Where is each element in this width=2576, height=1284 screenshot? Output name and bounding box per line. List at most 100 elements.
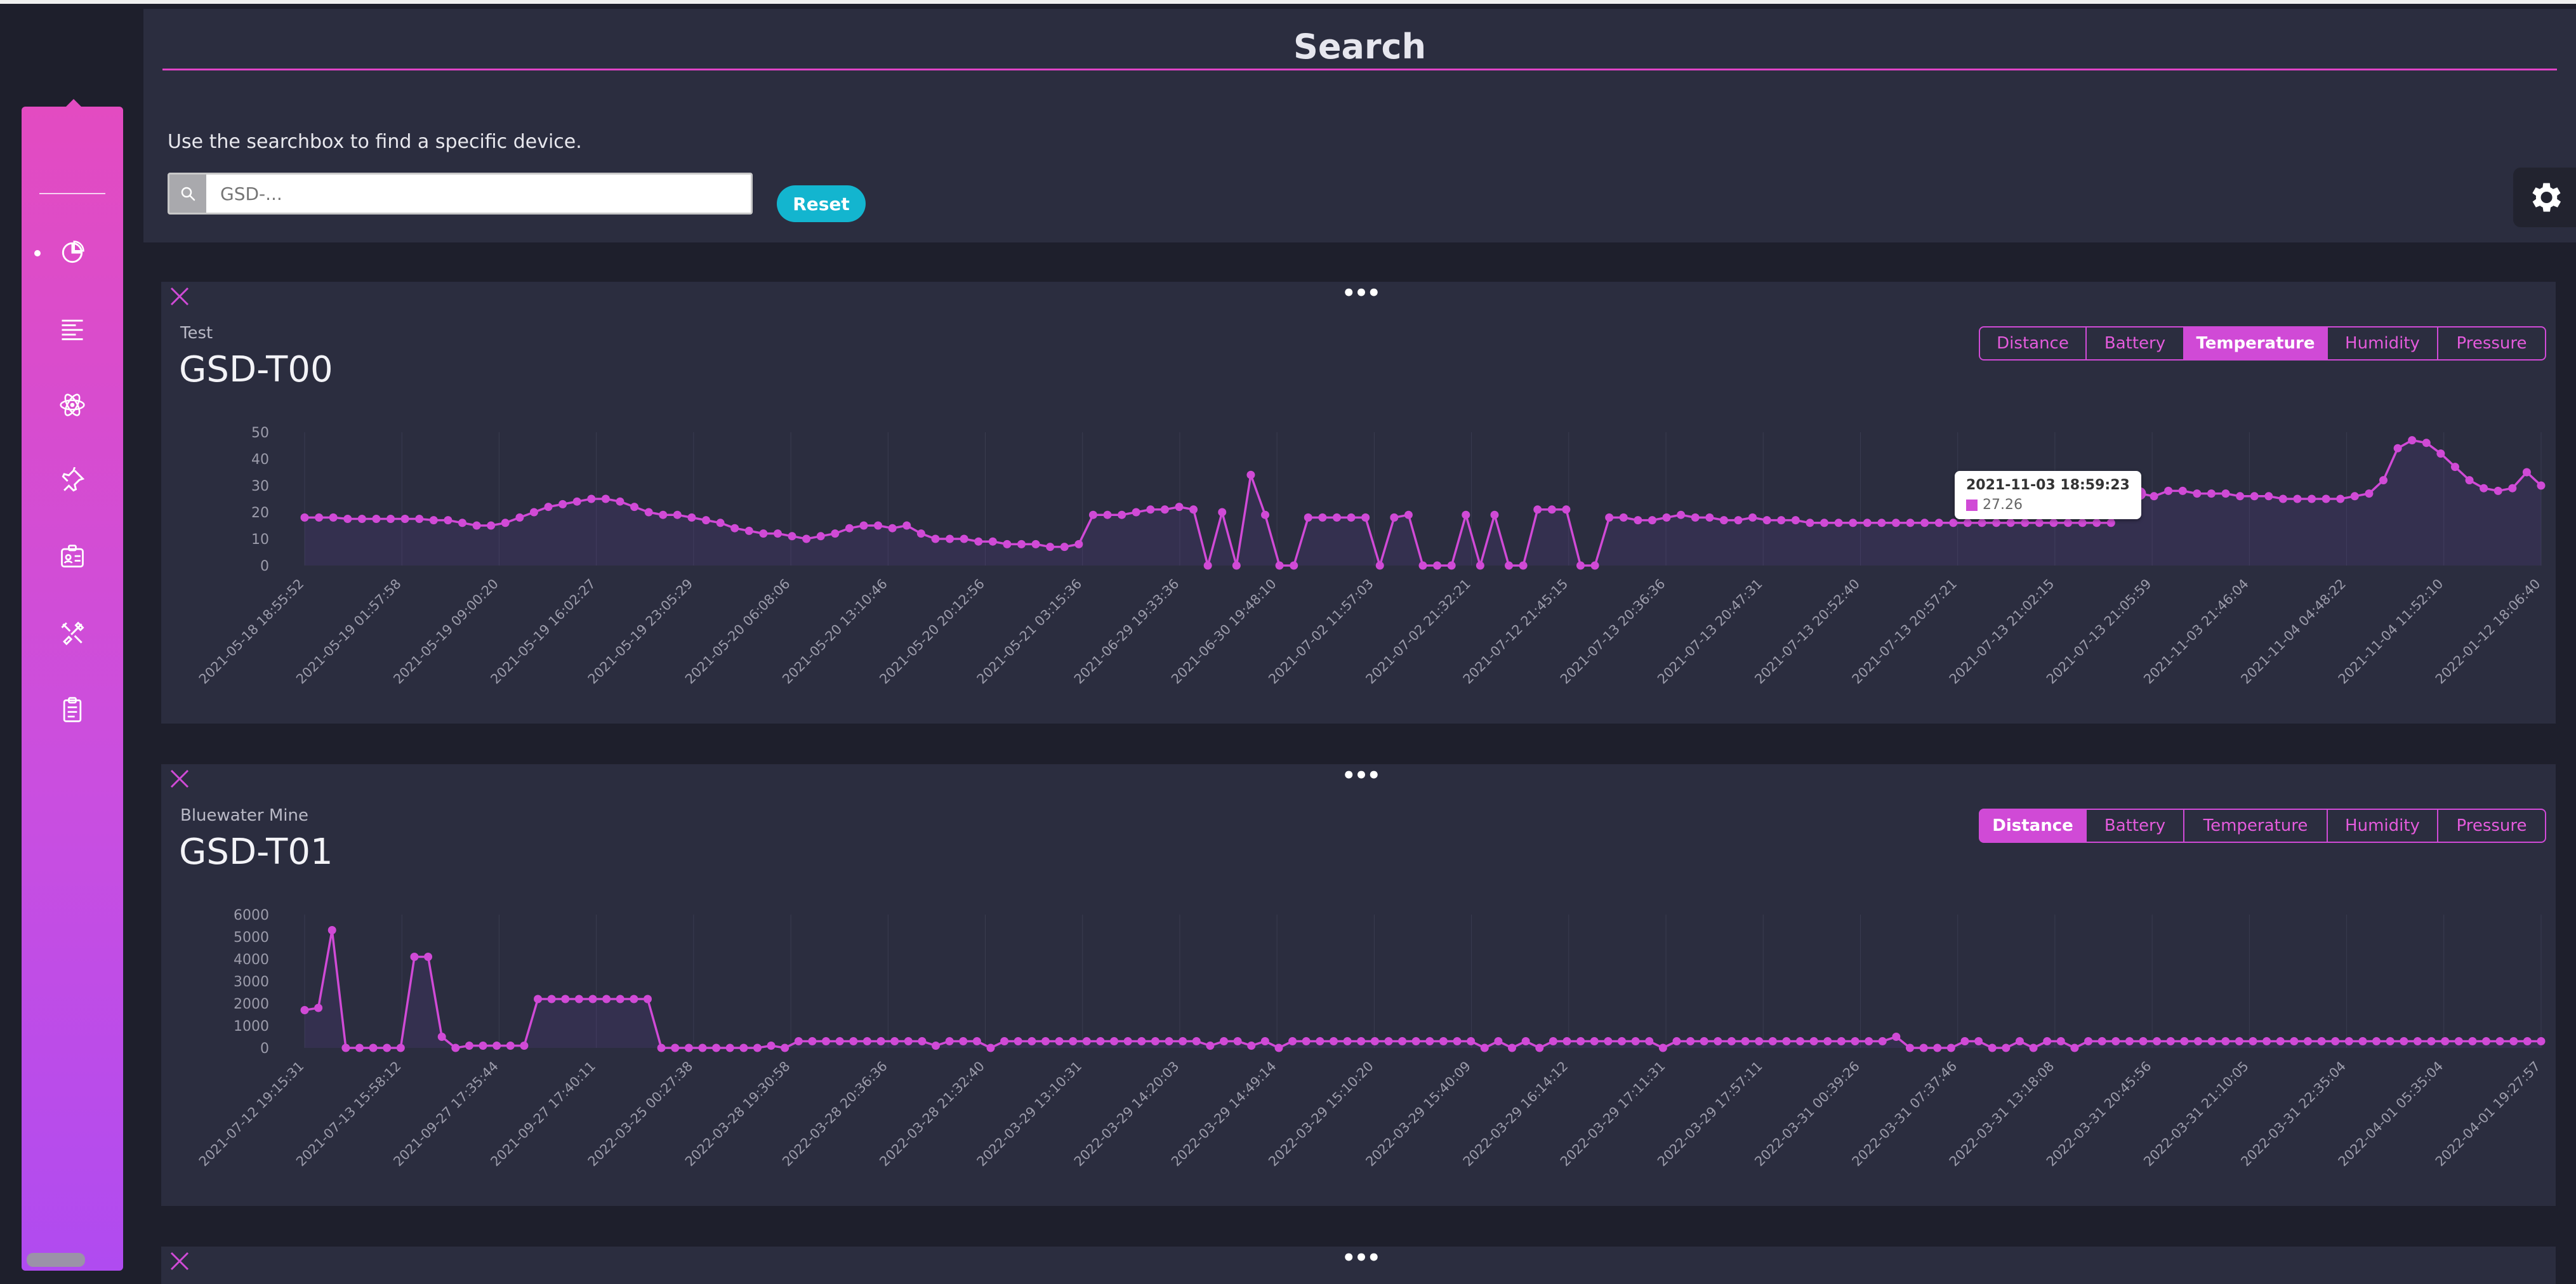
data-point [1919,1043,1928,1052]
y-tick-label: 40 [251,452,269,468]
sidebar-item-align-left[interactable] [22,303,123,354]
data-point [902,521,911,530]
data-point [2495,1037,2504,1045]
search-input[interactable] [206,175,751,213]
sidebar-item-id-badge[interactable] [22,532,123,583]
data-point [2336,494,2345,503]
active-indicator [34,250,41,256]
data-point [1508,1043,1517,1052]
y-tick-label: 2000 [234,996,269,1012]
tab-temperature[interactable]: Temperature [2183,326,2328,361]
data-point [1877,519,1886,527]
close-icon[interactable] [165,765,190,791]
sidebar-scrollbar[interactable] [27,1253,85,1267]
data-point [816,532,825,541]
data-point [465,1042,473,1050]
data-point [986,1043,995,1052]
data-point [1686,1037,1695,1045]
sidebar-item-clipboard[interactable] [22,684,123,735]
more-options-icon[interactable]: ••• [1342,1245,1380,1271]
close-icon[interactable] [165,1248,190,1273]
data-point [2125,1037,2134,1045]
data-point [2365,489,2374,498]
data-point [1384,1037,1393,1045]
tooltip-swatch [1966,499,1978,511]
data-point [2317,1037,2326,1045]
sidebar-item-pin[interactable] [22,456,123,506]
data-point [1232,561,1241,570]
data-point [357,515,366,523]
y-tick-label: 0 [260,559,269,574]
data-point [2092,519,2101,527]
data-point [487,521,496,530]
data-point [315,513,324,522]
sidebar-item-atom[interactable] [22,380,123,430]
x-tick-label: 2022-03-31 20:45:56 [2044,1059,2155,1170]
tab-distance[interactable]: Distance [1979,326,2087,361]
tab-temperature[interactable]: Temperature [2183,809,2328,843]
x-tick-label: 2022-03-31 22:35:04 [2238,1059,2349,1170]
reset-button[interactable]: Reset [777,185,866,222]
data-point [2393,444,2402,453]
series-area [305,440,2541,566]
data-point [574,995,583,1003]
data-point [1691,513,1700,522]
settings-button[interactable] [2513,168,2576,227]
data-point [1777,516,1786,525]
data-point [520,1042,529,1050]
data-point [1453,1037,1462,1045]
data-point [410,953,419,961]
data-point [744,526,753,535]
data-point [2249,1037,2257,1045]
tab-pressure[interactable]: Pressure [2437,326,2546,361]
data-point [1192,1037,1201,1045]
y-tick-label: 3000 [234,974,269,990]
x-tick-label: 2021-07-13 15:58:12 [293,1059,404,1170]
data-point [2221,489,2230,498]
data-point [300,513,309,522]
y-tick-label: 10 [251,532,269,548]
y-tick-label: 5000 [234,930,269,946]
data-point [1418,561,1427,570]
data-point [587,494,596,503]
sidebar-item-tools[interactable] [22,608,123,659]
data-point [959,1037,968,1045]
tab-battery[interactable]: Battery [2085,326,2184,361]
data-point [1361,513,1370,522]
x-tick-label: 2021-05-20 06:08:06 [682,576,793,687]
data-point [1160,505,1169,514]
data-point [659,510,668,519]
data-point [2056,1037,2065,1045]
data-point [2064,519,2073,527]
data-point [2482,1037,2491,1045]
tab-distance[interactable]: Distance [1979,809,2087,843]
data-point [2084,1037,2093,1045]
data-point [2015,1037,2024,1045]
x-tick-label: 2021-07-13 21:02:15 [1946,576,2057,687]
data-point [1447,561,1456,570]
data-point [437,1033,446,1041]
data-point [687,513,696,522]
data-point [1782,1037,1791,1045]
x-tick-label: 2021-05-18 18:55:52 [196,576,307,687]
data-point [1988,1043,1997,1052]
data-point [2178,486,2187,495]
x-tick-label: 2021-06-30 19:48:10 [1168,576,1279,687]
close-icon[interactable] [165,283,190,308]
data-point [2035,519,2044,527]
data-point [1332,513,1341,522]
sidebar-item-pie-chart[interactable] [22,227,123,278]
x-tick-label: 2022-01-12 18:06:40 [2433,576,2544,687]
data-point [2278,494,2287,503]
x-tick-label: 2022-03-29 14:49:14 [1168,1059,1279,1170]
data-point [1849,519,1858,527]
sidebar-divider [39,193,105,194]
data-point [1634,516,1642,525]
data-point [458,519,466,527]
data-point [1274,1043,1283,1052]
x-tick-label: 2022-03-31 13:18:08 [1946,1059,2057,1170]
data-point [2150,492,2158,501]
tab-pressure[interactable]: Pressure [2437,809,2546,843]
search-field[interactable] [168,173,753,215]
data-point [1562,505,1571,514]
